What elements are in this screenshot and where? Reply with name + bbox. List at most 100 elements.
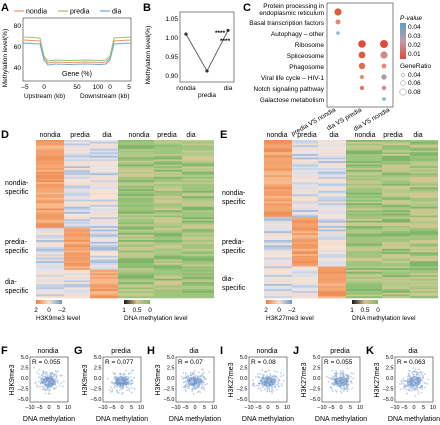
scatter-point <box>268 385 271 388</box>
b-sig-1: **** <box>215 30 226 37</box>
heat-cell <box>292 143 318 146</box>
heat-cell <box>118 173 154 176</box>
heat-cell <box>182 203 214 206</box>
heat-cell <box>90 289 118 292</box>
scatter-point <box>200 380 202 383</box>
heat-cell <box>90 168 118 171</box>
b-ytick: 0.95 <box>165 54 178 61</box>
heat-cell <box>410 211 438 215</box>
heat-cell <box>182 287 214 290</box>
scatter-point <box>341 371 344 374</box>
heat-cell <box>36 176 64 179</box>
scatter-point <box>47 381 50 384</box>
heat-cell <box>90 140 118 143</box>
heat-cell <box>318 178 346 181</box>
heat-cell <box>292 254 318 257</box>
scatter-point <box>271 382 274 384</box>
heat-cell <box>382 162 410 165</box>
heat-cell <box>264 215 292 218</box>
scatter-xlabel: DNA methylation <box>242 416 294 423</box>
heat-cell <box>64 266 90 269</box>
heat-cell <box>382 203 410 206</box>
scatter-point <box>44 371 47 374</box>
scatter-point <box>185 371 188 374</box>
heat-cell <box>346 269 382 272</box>
heat-cell <box>264 164 292 167</box>
e-scale-right-label: DNA methylation level <box>352 315 416 322</box>
scatter-frame <box>175 356 215 403</box>
heat-cell <box>292 201 318 204</box>
scatter-point <box>407 374 410 377</box>
scatter-point <box>421 387 424 390</box>
heat-cell <box>264 262 292 265</box>
scatter-point <box>412 370 415 373</box>
heat-cell <box>36 278 64 281</box>
heat-cell <box>118 285 154 288</box>
heat-cell <box>182 233 214 236</box>
heat-cell <box>182 143 214 146</box>
heat-cell <box>410 204 438 208</box>
heat-cell <box>154 231 182 234</box>
c-dot <box>381 85 387 91</box>
scatter-point <box>110 390 113 393</box>
heat-cell <box>64 255 90 258</box>
heat-cell <box>318 152 346 155</box>
d-row: dia-specific <box>5 279 29 295</box>
heat-cell <box>264 261 292 264</box>
heat-cell <box>64 282 90 285</box>
scatter-ytick: 2.5 <box>21 365 29 371</box>
heat-cell <box>118 196 154 199</box>
scatter-point <box>55 380 58 383</box>
heat-cell <box>410 252 438 255</box>
heat-cell <box>346 255 382 258</box>
heat-cell <box>36 266 64 269</box>
heat-cell <box>154 240 182 243</box>
heat-cell <box>410 217 438 220</box>
heat-cell <box>154 233 182 236</box>
heat-cell <box>410 241 438 244</box>
heat-cell <box>36 243 64 246</box>
heat-cell <box>90 217 118 220</box>
heat-cell <box>318 140 346 143</box>
heat-cell <box>410 190 438 193</box>
heat-cell <box>318 147 346 150</box>
heat-cell <box>154 206 182 209</box>
heat-cell <box>410 182 438 185</box>
heat-cell <box>182 192 214 195</box>
scatter-ytick: 2.5 <box>240 365 248 371</box>
scatter-point <box>118 388 121 391</box>
scatter-point <box>130 391 133 394</box>
heat-cell <box>292 190 318 193</box>
scatter-xtick: 5 <box>57 405 60 411</box>
scatter-point <box>350 382 353 385</box>
panel-a-yticks: 80 60 40 <box>14 23 22 72</box>
heat-cell <box>182 280 214 283</box>
heat-cell <box>36 199 64 202</box>
heat-cell <box>318 278 346 281</box>
heat-cell <box>346 155 382 158</box>
e-col: dia <box>329 132 338 139</box>
heat-cell <box>118 248 154 251</box>
heat-cell <box>182 178 214 181</box>
heat-cell <box>154 211 182 215</box>
heat-cell <box>90 262 118 265</box>
heat-cell <box>36 173 64 176</box>
heat-cell <box>36 143 64 146</box>
scatter-point <box>408 370 411 373</box>
scatter-point <box>277 385 280 387</box>
heat-cell <box>64 275 90 278</box>
heat-cell <box>264 192 292 195</box>
heat-cell <box>346 219 382 222</box>
heat-cell <box>264 278 292 281</box>
scatter-point <box>191 390 194 393</box>
scatter-point <box>47 392 50 395</box>
heat-cell <box>318 289 346 292</box>
scatter-point <box>108 389 111 392</box>
scatter-point <box>274 382 277 384</box>
heat-cell <box>292 159 318 162</box>
scatter-point <box>420 391 423 394</box>
scatter-point <box>261 369 264 371</box>
heat-cell <box>90 224 118 227</box>
